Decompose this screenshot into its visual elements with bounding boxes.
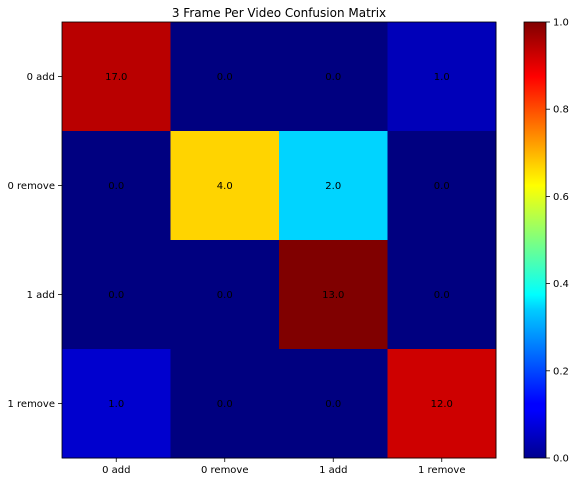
heatmap-cell [387, 240, 497, 350]
colorbar-tick-label: 1.0 [553, 18, 569, 29]
cell-value-label: 0.0 [434, 181, 450, 192]
heatmap-cell [170, 131, 280, 241]
heatmap-cell [387, 349, 497, 459]
heatmap-cell [62, 22, 171, 132]
y-tick-label: 1 add [27, 290, 55, 301]
colorbar-tick-label: 0.2 [553, 366, 569, 377]
x-tick-label: 0 remove [201, 465, 249, 476]
heatmap-cell [170, 349, 280, 459]
chart-title: 3 Frame Per Video Confusion Matrix [172, 6, 386, 20]
cell-value-label: 0.0 [217, 290, 233, 301]
y-tick-label: 0 remove [7, 181, 55, 192]
cell-value-label: 1.0 [434, 72, 450, 83]
cell-value-label: 0.0 [108, 290, 124, 301]
cell-value-label: 13.0 [322, 290, 344, 301]
cell-value-label: 2.0 [325, 181, 341, 192]
heatmap-cell [387, 22, 497, 132]
y-tick-label: 1 remove [7, 399, 55, 410]
x-tick-label: 0 add [102, 465, 130, 476]
cell-value-label: 0.0 [217, 399, 233, 410]
plot-frame [61, 21, 497, 459]
cell-value-label: 1.0 [108, 399, 124, 410]
y-tick-label: 0 add [27, 72, 55, 83]
colorbar-tick-label: 0.8 [553, 105, 569, 116]
heatmap-cell [279, 131, 388, 241]
cell-value-label: 0.0 [325, 399, 341, 410]
heatmap-cell [62, 240, 171, 350]
heatmap-cell [279, 22, 388, 132]
heatmap-cell [170, 240, 280, 350]
colorbar [523, 21, 547, 459]
heatmap-cell [62, 349, 171, 459]
heatmap-cell [279, 240, 388, 350]
cell-value-label: 17.0 [105, 72, 127, 83]
cell-value-label: 0.0 [434, 290, 450, 301]
cell-value-label: 0.0 [217, 72, 233, 83]
x-tick-label: 1 add [319, 465, 347, 476]
heatmap-cell [279, 349, 388, 459]
heatmap-cell [170, 22, 280, 132]
colorbar-tick-label: 0.0 [553, 454, 569, 465]
heatmap-cell [387, 131, 497, 241]
cell-value-label: 4.0 [217, 181, 233, 192]
cell-value-label: 0.0 [108, 181, 124, 192]
colorbar-tick-label: 0.4 [553, 279, 569, 290]
x-tick-label: 1 remove [418, 465, 466, 476]
heatmap-cell [62, 131, 171, 241]
cell-value-label: 0.0 [325, 72, 341, 83]
cell-value-label: 12.0 [431, 399, 453, 410]
colorbar-tick-label: 0.6 [553, 192, 569, 203]
